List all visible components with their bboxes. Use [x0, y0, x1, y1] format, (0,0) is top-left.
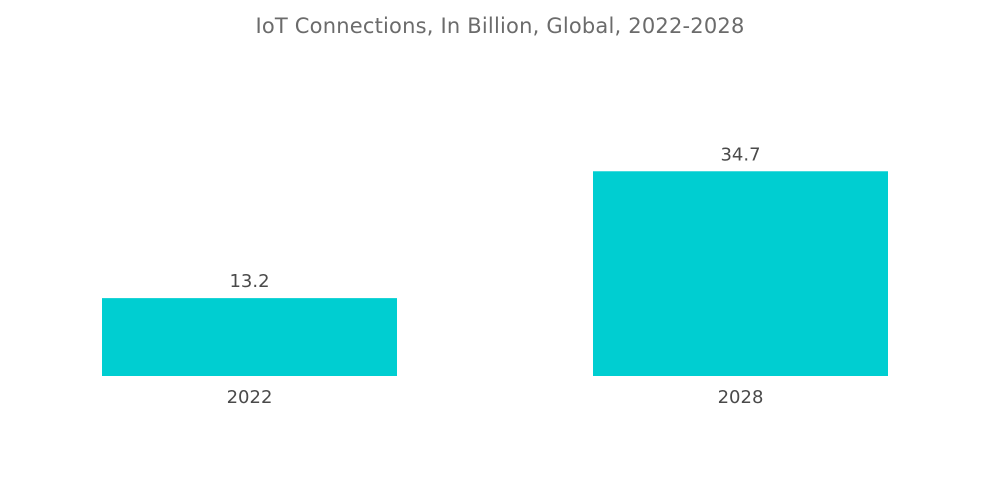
x-tick-label-2028: 2028: [718, 387, 764, 408]
bar-2022: [102, 298, 397, 376]
x-axis-tick-labels: 2022 2028: [227, 387, 764, 408]
x-tick-label-2022: 2022: [227, 387, 273, 408]
chart-title: IoT Connections, In Billion, Global, 202…: [255, 14, 745, 38]
value-labels-layer: 13.2 34.7: [229, 144, 760, 292]
data-label-2028: 34.7: [720, 144, 760, 165]
bar-2028: [593, 171, 888, 376]
bars-layer: [102, 171, 888, 376]
data-label-2022: 13.2: [229, 271, 269, 292]
